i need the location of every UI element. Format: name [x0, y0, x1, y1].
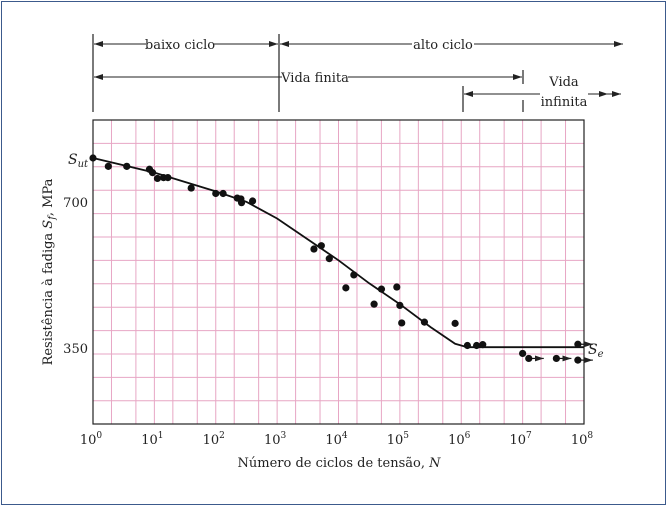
y-axis-label-main: Resistência à fadiga [41, 233, 56, 366]
x-tick-exp: 7 [526, 431, 532, 441]
x-tick-labels: 100 101 102 103 104 105 106 107 108 [80, 431, 594, 448]
data-point [398, 319, 406, 327]
x-tick-exp: 5 [403, 431, 409, 441]
data-point [237, 199, 246, 207]
data-point [248, 197, 257, 205]
x-axis-label-var: N [428, 456, 441, 471]
grid-lines [92, 120, 584, 424]
data-point [574, 340, 582, 348]
y-tick-label: 700 [63, 196, 88, 211]
data-point [317, 242, 325, 250]
baixo-ciclo-label: baixo ciclo [145, 38, 215, 53]
sut-label: Sut [68, 152, 89, 170]
y-tick-label: 350 [63, 342, 88, 357]
data-point [153, 174, 162, 183]
y-tick-labels: 700 350 [63, 196, 88, 357]
data-point [310, 245, 318, 253]
y-axis-label-sym: S [41, 220, 56, 229]
data-point [370, 300, 378, 308]
vida-infinita-label-2: infinita [541, 95, 588, 110]
data-point [396, 301, 404, 310]
x-tick-exp: 8 [587, 431, 593, 441]
x-tick-label: 107 [509, 431, 532, 448]
data-point [519, 349, 527, 358]
x-tick-label: 103 [264, 431, 287, 448]
x-tick-label: 100 [80, 431, 103, 448]
se-symbol: S [588, 342, 598, 358]
data-point [393, 283, 401, 291]
x-tick-exp: 2 [219, 431, 225, 441]
x-axis-label-main: Número de ciclos de tensão, [238, 456, 425, 471]
data-point [325, 255, 333, 263]
data-point [123, 162, 131, 170]
se-subscript: e [598, 349, 604, 360]
data-point [525, 354, 533, 363]
data-point [451, 319, 459, 327]
x-tick-exp: 3 [281, 431, 287, 441]
x-tick-exp: 4 [342, 431, 348, 441]
data-point [89, 154, 97, 162]
data-point [377, 285, 386, 293]
x-axis-label: Número de ciclos de tensão, N [238, 456, 442, 471]
x-tick-label: 104 [325, 431, 348, 448]
y-axis-label: Resistência à fadiga Sf, MPa [41, 178, 58, 365]
data-point [420, 318, 429, 326]
x-tick-base: 10 [203, 433, 220, 448]
plot-area-border [92, 119, 585, 425]
vida-finita-label: Vida finita [280, 71, 349, 86]
data-point [104, 162, 112, 170]
x-tick-label: 106 [448, 431, 471, 448]
data-point [463, 341, 471, 350]
data-point [148, 169, 157, 177]
alto-ciclo-label: alto ciclo [413, 38, 473, 53]
se-label: Se [588, 342, 604, 360]
data-point [350, 271, 358, 279]
data-point [479, 341, 487, 349]
data-points [89, 154, 593, 364]
y-axis-label-sub: f [47, 214, 58, 221]
x-tick-label: 102 [203, 431, 225, 448]
vida-infinita-label-1: Vida [548, 75, 579, 90]
x-tick-exp: 1 [158, 431, 164, 441]
x-tick-label: 108 [571, 431, 594, 448]
data-point [219, 189, 227, 198]
y-axis-label-unit: , MPa [41, 178, 56, 216]
x-tick-label: 101 [141, 431, 163, 448]
data-point [164, 174, 172, 182]
x-tick-base: 10 [571, 433, 588, 448]
x-tick-exp: 0 [96, 431, 102, 441]
x-tick-base: 10 [80, 433, 97, 448]
data-point [342, 284, 350, 292]
data-point [187, 184, 195, 192]
x-tick-base: 10 [387, 433, 404, 448]
x-tick-exp: 6 [465, 431, 471, 441]
sut-subscript: ut [78, 159, 89, 170]
x-tick-base: 10 [509, 433, 526, 448]
x-tick-base: 10 [325, 433, 342, 448]
data-point [212, 189, 220, 198]
x-tick-base: 10 [448, 433, 465, 448]
sut-symbol: S [68, 152, 78, 168]
data-point [472, 341, 481, 350]
range-annotations: baixo ciclo alto ciclo Vida finita Vida … [92, 34, 623, 112]
x-tick-base: 10 [141, 433, 158, 448]
data-point [552, 354, 560, 363]
x-tick-base: 10 [264, 433, 281, 448]
data-point [574, 356, 582, 364]
x-tick-label: 105 [387, 431, 410, 448]
